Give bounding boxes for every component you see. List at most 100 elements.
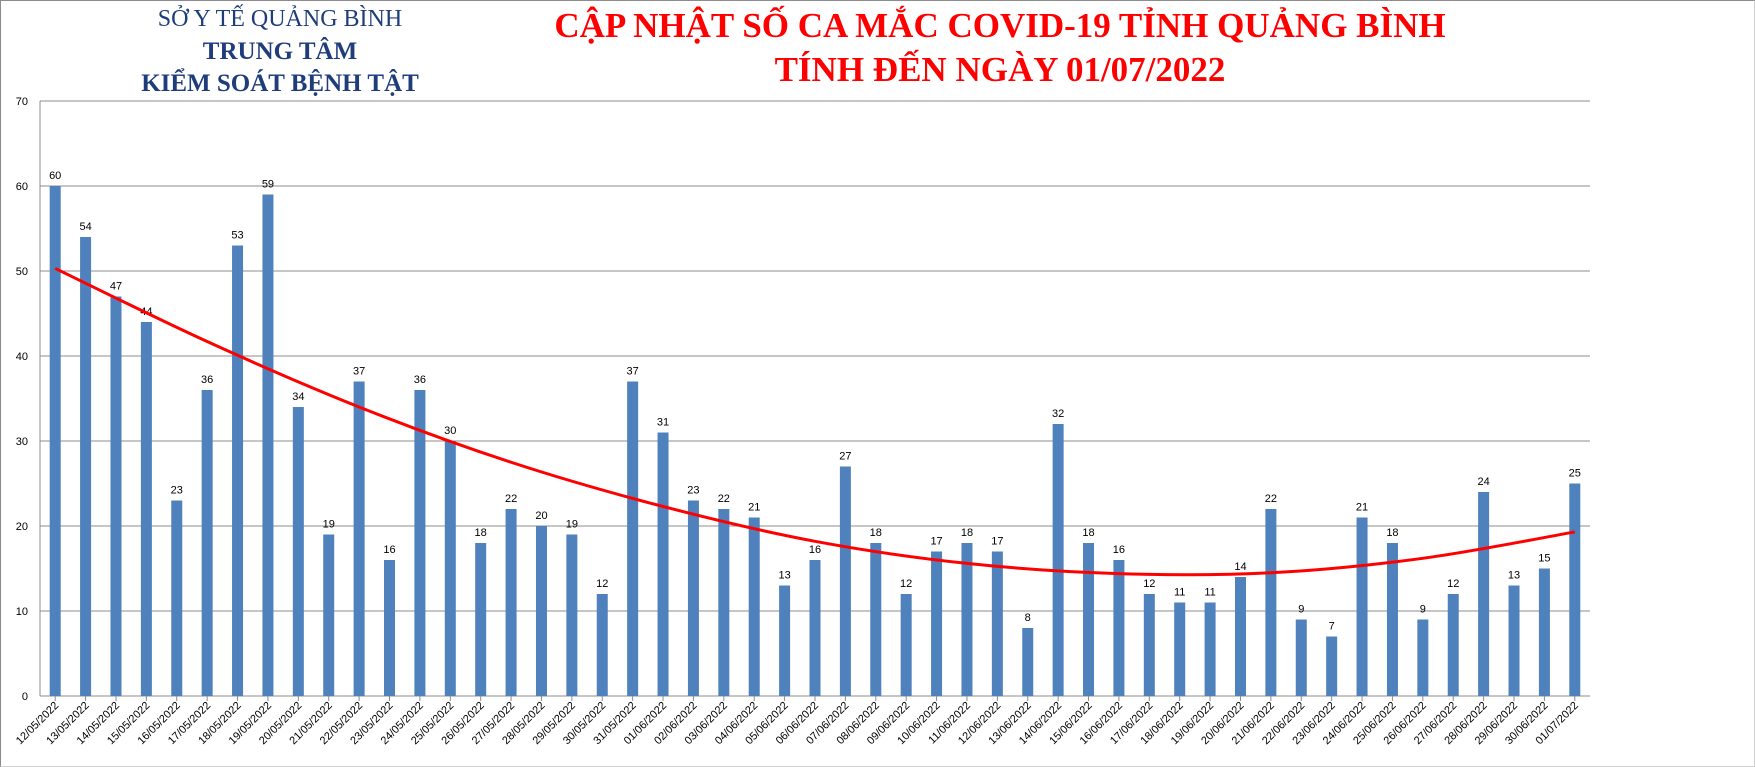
- data-label: 23: [171, 485, 183, 497]
- bar: [1386, 543, 1398, 696]
- bar: [1295, 619, 1307, 696]
- data-label: 19: [323, 519, 335, 531]
- chart-title-line1: CẬP NHẬT SỐ CA MẮC COVID-19 TỈNH QUẢNG B…: [554, 6, 1446, 45]
- bar: [687, 500, 699, 696]
- data-label: 8: [1025, 612, 1031, 624]
- y-tick-label: 50: [16, 266, 28, 278]
- bar: [1326, 636, 1338, 696]
- data-label: 12: [1447, 578, 1459, 590]
- data-label: 22: [1265, 493, 1277, 505]
- bar: [1356, 517, 1368, 696]
- y-tick-label: 70: [16, 96, 28, 108]
- data-label: 60: [49, 170, 61, 182]
- org-name-line3: KIỂM SOÁT BỆNH TẬT: [141, 70, 419, 97]
- data-label: 9: [1298, 604, 1304, 616]
- bar: [1083, 543, 1095, 696]
- data-label: 18: [475, 527, 487, 539]
- bar: [262, 194, 274, 696]
- bar: [718, 509, 730, 696]
- y-tick-label: 0: [22, 691, 28, 703]
- data-label: 25: [1569, 468, 1581, 480]
- bar: [870, 543, 882, 696]
- bar: [110, 296, 122, 696]
- bar: [839, 466, 851, 696]
- data-label: 20: [535, 510, 547, 522]
- chart-title-line2: TÍNH ĐẾN NGÀY 01/07/2022: [774, 50, 1226, 89]
- data-label: 54: [79, 221, 91, 233]
- bar: [1204, 602, 1216, 696]
- y-tick-label: 60: [16, 181, 28, 193]
- bar: [779, 585, 791, 696]
- bar: [961, 543, 973, 696]
- bar: [1143, 594, 1155, 696]
- bar: [809, 560, 821, 696]
- bar: [1113, 560, 1125, 696]
- bar: [657, 432, 669, 696]
- data-label: 21: [1356, 502, 1368, 514]
- data-label: 34: [292, 391, 304, 403]
- data-label: 36: [201, 374, 213, 386]
- data-label: 53: [231, 230, 243, 242]
- data-label: 32: [1052, 408, 1064, 420]
- bar: [535, 526, 547, 696]
- data-label: 59: [262, 179, 274, 191]
- bar: [1022, 628, 1034, 696]
- data-label: 16: [809, 544, 821, 556]
- bar: [505, 509, 517, 696]
- data-label: 18: [1082, 527, 1094, 539]
- data-label: 22: [718, 493, 730, 505]
- bar: [444, 441, 456, 696]
- data-label: 15: [1538, 553, 1550, 565]
- data-label: 13: [1508, 570, 1520, 582]
- bar: [232, 245, 244, 696]
- data-label: 37: [627, 366, 639, 378]
- y-tick-label: 20: [16, 521, 28, 533]
- bar: [748, 517, 760, 696]
- data-label: 12: [900, 578, 912, 590]
- bar: [566, 534, 578, 696]
- bar: [1417, 619, 1429, 696]
- data-label: 37: [353, 366, 365, 378]
- bar: [353, 381, 365, 696]
- bar: [900, 594, 912, 696]
- bar: [1538, 568, 1550, 696]
- data-label: 31: [657, 417, 669, 429]
- data-label: 24: [1478, 476, 1490, 488]
- data-label: 14: [1234, 561, 1246, 573]
- data-label: 11: [1204, 587, 1215, 599]
- data-label: 22: [505, 493, 517, 505]
- bar: [414, 390, 426, 696]
- data-label: 27: [839, 451, 851, 463]
- bar: [1447, 594, 1459, 696]
- bar: [1478, 492, 1490, 696]
- data-label: 11: [1174, 587, 1185, 599]
- data-label: 7: [1329, 621, 1335, 633]
- data-label: 17: [930, 536, 942, 548]
- bar: [627, 381, 639, 696]
- data-label: 12: [596, 578, 608, 590]
- bar: [1508, 585, 1520, 696]
- bar: [201, 390, 213, 696]
- bar: [1569, 483, 1581, 696]
- data-label: 23: [687, 485, 699, 497]
- bar: [1234, 577, 1246, 696]
- y-tick-label: 10: [16, 606, 28, 618]
- data-label: 47: [110, 281, 122, 293]
- y-tick-label: 30: [16, 436, 28, 448]
- data-label: 16: [1113, 544, 1125, 556]
- bar: [1052, 424, 1064, 696]
- data-label: 13: [778, 570, 790, 582]
- bar: [49, 186, 61, 696]
- data-label: 9: [1420, 604, 1426, 616]
- org-name-line1: SỞ Y TẾ QUẢNG BÌNH: [157, 6, 403, 32]
- data-label: 36: [414, 374, 426, 386]
- bar: [991, 551, 1003, 696]
- data-label: 18: [1386, 527, 1398, 539]
- org-name-line2: TRUNG TÂM: [202, 38, 358, 65]
- data-label: 18: [870, 527, 882, 539]
- bar: [323, 534, 335, 696]
- data-label: 18: [961, 527, 973, 539]
- data-label: 12: [1143, 578, 1155, 590]
- bar: [1174, 602, 1186, 696]
- data-label: 17: [991, 536, 1003, 548]
